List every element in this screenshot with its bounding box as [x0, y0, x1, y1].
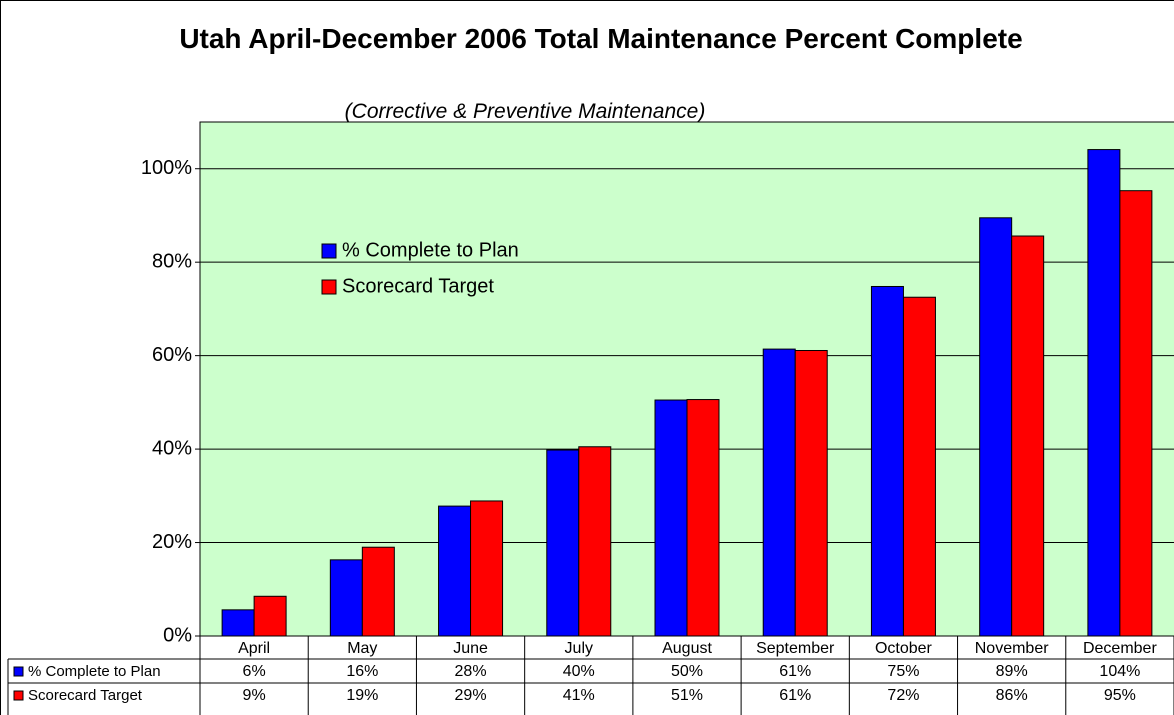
bar: [794, 349, 828, 637]
bar: [438, 505, 472, 637]
chart-title: Utah April-December 2006 Total Maintenan…: [179, 23, 1023, 54]
x-tick-label: August: [662, 640, 712, 657]
bar: [221, 609, 255, 637]
table-value: 72%: [887, 687, 919, 704]
x-tick-label: December: [1083, 640, 1157, 657]
bar: [1011, 235, 1045, 637]
bar: [979, 217, 1013, 637]
y-tick-label: 0%: [163, 624, 192, 646]
legend-label: Scorecard Target: [342, 275, 494, 297]
table-value: 29%: [455, 687, 487, 704]
bar: [762, 348, 796, 637]
table-value: 104%: [1099, 663, 1140, 680]
table-value: 50%: [671, 663, 703, 680]
legend-swatch: [321, 279, 337, 295]
table-value: 6%: [243, 663, 266, 680]
y-tick-label: 80%: [152, 250, 192, 272]
x-tick-label: October: [875, 640, 933, 657]
x-tick-label: May: [347, 640, 377, 657]
x-tick-label: June: [453, 640, 488, 657]
table-value: 28%: [455, 663, 487, 680]
table-value: 40%: [563, 663, 595, 680]
table-legend-swatch: [13, 690, 24, 701]
bar: [470, 500, 504, 637]
table-value: 86%: [996, 687, 1028, 704]
bar: [253, 595, 287, 637]
legend-label: % Complete to Plan: [342, 239, 519, 261]
bar: [654, 399, 688, 637]
bar: [578, 446, 612, 637]
table-value: 89%: [996, 663, 1028, 680]
table-value: 41%: [563, 687, 595, 704]
bar: [870, 285, 904, 637]
bar: [1087, 149, 1121, 637]
x-tick-label: November: [975, 640, 1049, 657]
bar: [1119, 190, 1153, 637]
legend-swatch: [321, 243, 337, 259]
table-value: 16%: [346, 663, 378, 680]
x-tick-label: July: [565, 640, 593, 657]
table-legend-swatch: [13, 666, 24, 677]
table-value: 61%: [779, 663, 811, 680]
table-value: 19%: [346, 687, 378, 704]
bar: [902, 296, 936, 637]
table-value: 95%: [1104, 687, 1136, 704]
bar: [546, 449, 580, 637]
x-tick-label: April: [238, 640, 270, 657]
table-row-label: % Complete to Plan: [28, 663, 161, 680]
chart-subtitle: (Corrective & Preventive Maintenance): [344, 100, 706, 123]
bar: [361, 546, 395, 637]
y-tick-label: 100%: [141, 157, 192, 179]
y-tick-label: 20%: [152, 531, 192, 553]
table-row-label: Scorecard Target: [28, 687, 143, 704]
table-value: 51%: [671, 687, 703, 704]
table-value: 61%: [779, 687, 811, 704]
bar: [329, 559, 363, 637]
bar: [686, 399, 720, 637]
y-tick-label: 40%: [152, 437, 192, 459]
x-tick-label: September: [756, 640, 835, 657]
table-value: 9%: [243, 687, 266, 704]
table-value: 75%: [887, 663, 919, 680]
y-tick-label: 60%: [152, 344, 192, 366]
